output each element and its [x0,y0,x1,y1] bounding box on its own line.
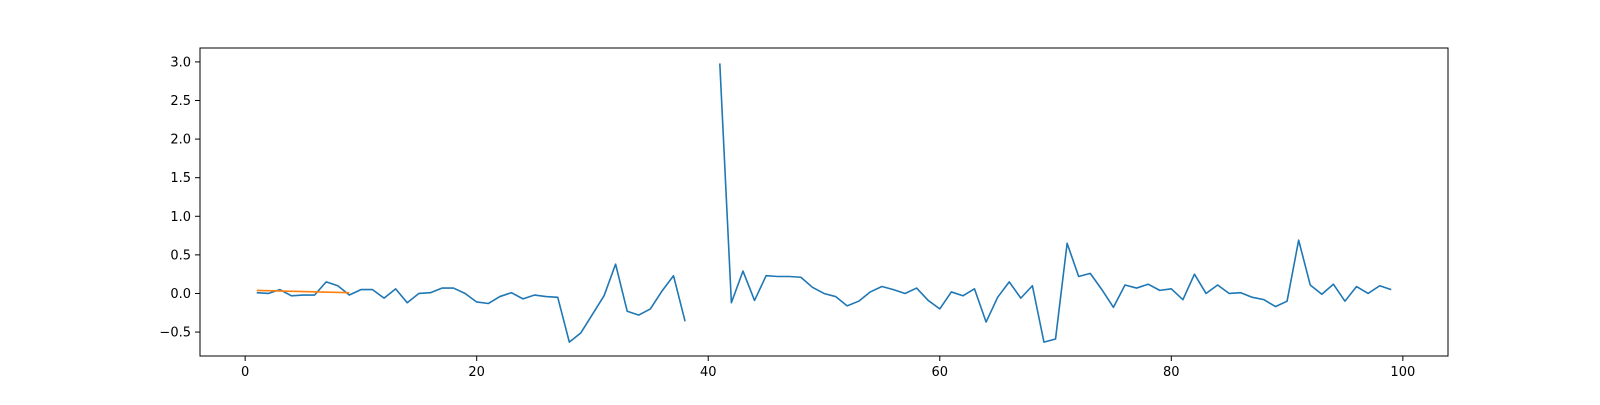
x-tick-label: 100 [1390,365,1415,380]
x-tick-label: 60 [931,365,948,380]
y-tick-label: 0.0 [170,287,191,302]
x-tick-label: 0 [241,365,249,380]
plot-frame [199,47,1449,357]
y-tick-label: 0.5 [170,248,191,263]
y-tick-label: 3.0 [170,55,191,70]
y-tick-label: −0.5 [159,326,191,341]
y-axis: −0.5 0.0 0.5 1.0 1.5 2.0 2.5 3.0 [159,55,200,341]
y-tick-label: 2.5 [170,94,191,109]
y-tick-label: 2.0 [170,133,191,148]
x-tick-label: 40 [700,365,717,380]
x-axis: 0 20 40 60 80 100 [241,356,1415,380]
plot-lines [256,63,1392,343]
y-tick-label: 1.5 [170,171,191,186]
series-line-2 [256,289,350,294]
x-tick-label: 80 [1163,365,1180,380]
x-tick-label: 20 [468,365,485,380]
y-tick-label: 1.0 [170,210,191,225]
series-line-1 [256,63,1392,343]
